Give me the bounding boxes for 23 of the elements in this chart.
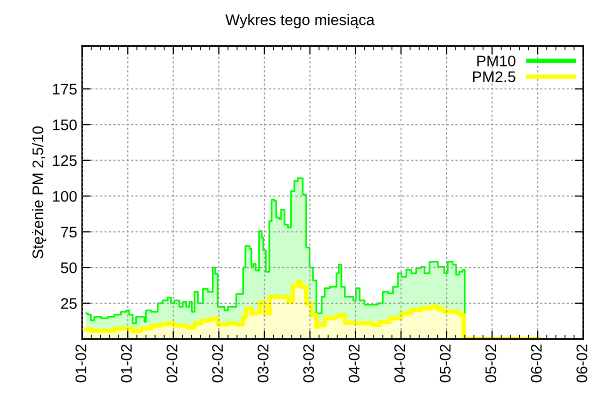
y-tick-label: 50 <box>60 262 77 274</box>
y-tick-label: 175 <box>53 84 77 95</box>
legend-label: PM10 <box>477 56 516 66</box>
x-tick-label: 03-02 <box>258 344 268 382</box>
x-tick-label: 02-02 <box>212 344 223 382</box>
x-tick-label: 04-02 <box>394 344 406 382</box>
x-tick-label: 05-02 <box>440 344 451 382</box>
x-tick-label: 05-02 <box>485 344 496 382</box>
y-tick-label: 125 <box>53 155 77 166</box>
chart-title: Wykres tego miesiąca <box>225 14 375 28</box>
y-tick-label: 100 <box>53 190 77 202</box>
y-tick-label: 25 <box>61 298 77 309</box>
y-tick-label: 75 <box>61 226 77 238</box>
x-tick-label: 02-02 <box>166 344 178 382</box>
legend-label: PM2.5 <box>473 71 516 82</box>
x-tick-label: 01-02 <box>75 344 86 382</box>
y-axis-title: Stężenie PM 2,5/10 <box>32 126 46 258</box>
x-tick-label: 01-02 <box>121 344 132 382</box>
y-tick-label: 150 <box>53 119 77 130</box>
x-tick-label: 06-02 <box>576 344 588 382</box>
x-tick-label: 04-02 <box>348 344 360 382</box>
x-tick-label: 03-02 <box>303 344 314 382</box>
x-tick-label: 06-02 <box>530 344 542 382</box>
